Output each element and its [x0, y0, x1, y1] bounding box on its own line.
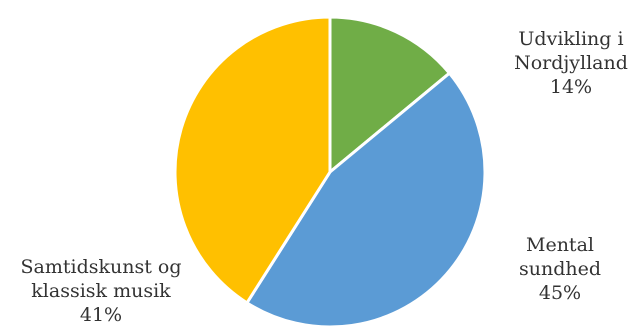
slice-value-label: 14%	[550, 76, 592, 98]
slice-category-label: Nordjylland	[514, 52, 628, 74]
slice-label-3: Samtidskunst og klassisk musik 41%	[21, 256, 182, 326]
slice-value-label: 45%	[539, 282, 581, 304]
slice-value-label: 41%	[80, 304, 122, 326]
slice-category-label: Samtidskunst og	[21, 256, 182, 278]
slice-category-label: sundhed	[519, 258, 601, 280]
slices-layer	[173, 15, 487, 329]
slice-category-label: Mental	[526, 234, 594, 256]
pie-slice-1	[328, 15, 451, 174]
slice-label-2: Mental sundhed 45%	[519, 234, 601, 304]
pie-slice-2	[245, 71, 487, 329]
pie-slice-3	[173, 15, 332, 305]
slice-category-label: klassisk musik	[31, 280, 171, 302]
labels-layer: Udvikling i Nordjylland 14% Mental sundhed 45…	[21, 28, 628, 326]
slice-label-1: Udvikling i Nordjylland 14%	[514, 28, 628, 98]
slice-category-label: Udvikling i	[518, 28, 623, 50]
